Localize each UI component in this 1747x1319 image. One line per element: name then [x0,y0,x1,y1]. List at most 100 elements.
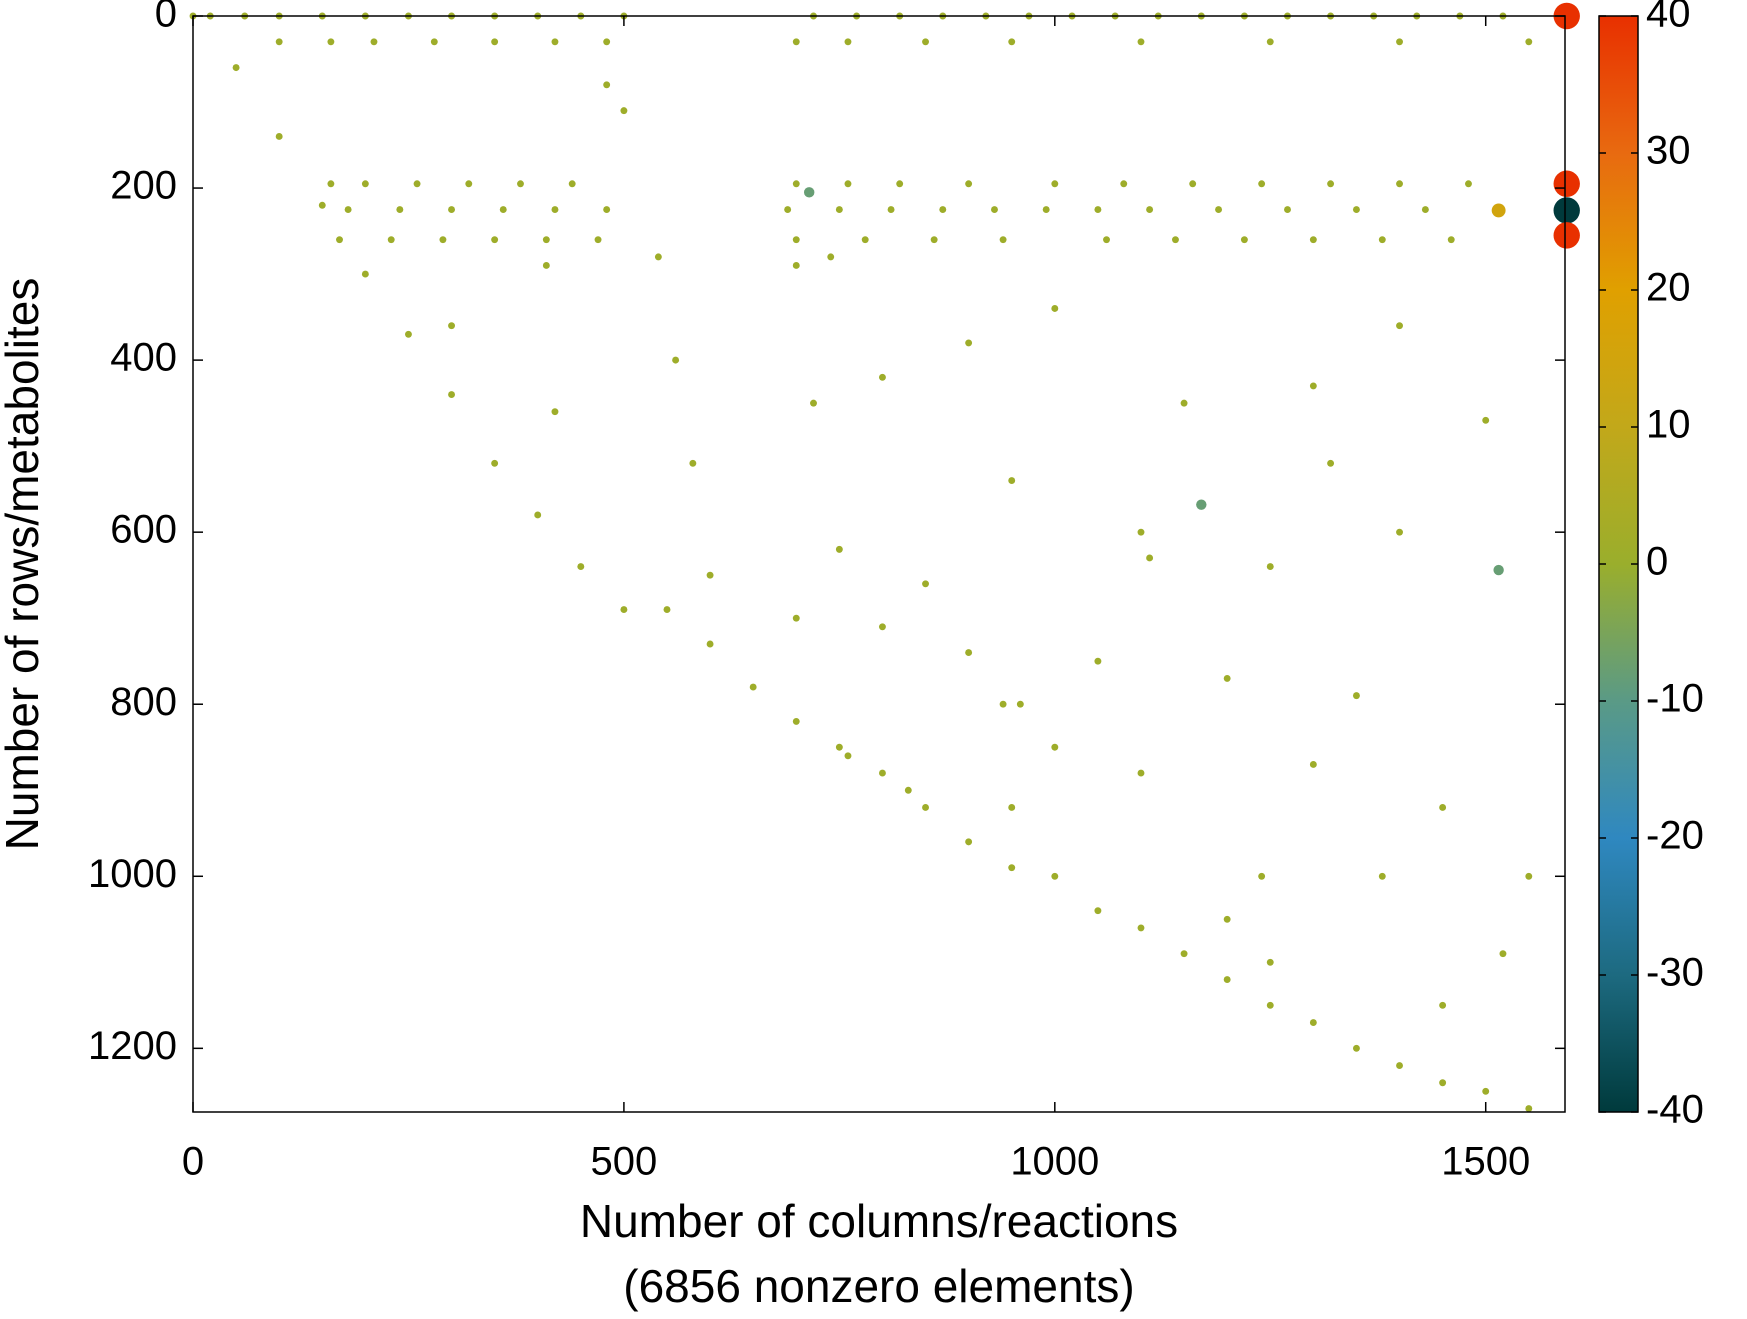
nonzero-element [448,322,455,330]
nonzero-element [491,459,499,467]
nonzero-element [1553,2,1580,30]
nonzero-element [499,206,507,214]
nonzero-element [965,649,973,657]
nonzero-element [465,180,473,188]
nonzero-element [1008,477,1016,485]
x-axis-sublabel: (6856 nonzero elements) [623,1260,1134,1312]
nonzero-element [1396,180,1403,188]
nonzero-element [1439,804,1447,811]
x-tick-label: 500 [591,1140,658,1184]
nonzero-element [1172,236,1179,244]
nonzero-element [1240,236,1248,244]
y-tick-label: 200 [110,164,177,208]
nonzero-element [939,206,947,214]
x-tick-label: 0 [182,1140,204,1184]
nonzero-element [603,81,611,89]
y-tick-label: 800 [110,680,177,724]
nonzero-element [1266,563,1274,571]
nonzero-element [1094,657,1102,665]
nonzero-element [568,180,576,188]
nonzero-element [336,236,343,244]
nonzero-element [542,236,550,244]
nonzero-element [844,180,852,188]
nonzero-element [551,206,559,214]
nonzero-element [827,253,835,261]
nonzero-element [784,206,792,214]
nonzero-element [878,623,886,631]
nonzero-element [344,206,352,214]
y-tick-label: 600 [110,508,177,552]
nonzero-element [448,391,455,398]
nonzero-element [1499,950,1507,958]
plot-frame [192,15,1566,1113]
nonzero-element [835,206,843,214]
nonzero-element [930,236,938,244]
y-tick-label: 400 [110,336,177,380]
nonzero-element [232,64,240,72]
nonzero-element [803,187,815,198]
nonzero-element [663,606,671,614]
nonzero-element [1146,554,1154,562]
nonzero-element [922,38,929,46]
nonzero-element [810,399,817,407]
nonzero-element [1008,804,1016,811]
nonzero-element [896,180,904,188]
nonzero-element [1137,924,1145,932]
nonzero-element [792,614,800,622]
nonzero-element [922,580,929,588]
nonzero-element [1352,206,1360,214]
nonzero-element [491,236,499,244]
nonzero-element [1493,564,1504,576]
colorbar-tick-label: -20 [1646,814,1704,858]
nonzero-element [1042,206,1050,214]
nonzero-element [370,38,378,46]
nonzero-element [1378,236,1386,244]
colorbar-tick-label: 10 [1646,403,1691,447]
nonzero-element [706,640,714,648]
colorbar-tick-label: -30 [1646,951,1704,995]
nonzero-element [1008,38,1016,46]
nonzero-element [991,206,998,214]
nonzero-element [792,38,800,46]
nonzero-element [1447,236,1455,244]
nonzero-element [517,180,524,188]
nonzero-element [965,838,973,846]
nonzero-element [361,180,369,188]
nonzero-element [1553,170,1580,197]
nonzero-element [275,38,283,46]
nonzero-element [1051,743,1059,751]
x-tick-label: 1000 [1010,1140,1099,1184]
nonzero-element [448,206,455,214]
nonzero-element [1266,38,1274,46]
nonzero-element [904,786,912,794]
nonzero-element [706,571,714,579]
nonzero-element [1051,305,1059,312]
nonzero-element [1051,872,1059,880]
nonzero-element [861,236,869,244]
x-tick-label: 1500 [1441,1140,1530,1184]
nonzero-element [1137,769,1145,777]
nonzero-element [1094,907,1102,915]
nonzero-element [327,180,335,188]
nonzero-element [1396,528,1403,536]
nonzero-element [749,683,757,691]
nonzero-element [1352,1044,1360,1052]
nonzero-element [689,459,697,467]
nonzero-element [1482,416,1490,424]
nonzero-element [1258,180,1266,188]
nonzero-element [1396,38,1403,46]
colorbar-tick-label: -10 [1646,677,1704,721]
nonzero-element [878,769,886,777]
colorbar-tick-label: 0 [1646,540,1668,584]
nonzero-element [1215,206,1223,214]
nonzero-element [620,107,628,115]
nonzero-element [551,408,559,416]
nonzero-element [1309,236,1317,244]
nonzero-element [1189,180,1197,188]
nonzero-element [534,511,542,519]
nonzero-element [1396,1062,1403,1069]
nonzero-element [792,717,800,725]
nonzero-element [1378,872,1386,880]
nonzero-element [1223,976,1231,983]
